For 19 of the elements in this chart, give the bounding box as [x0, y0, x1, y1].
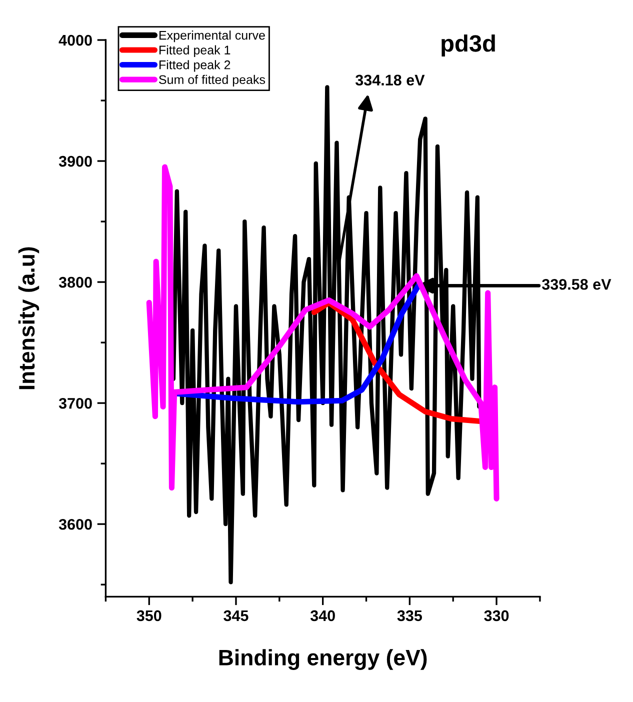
annotation: pd3d: [442, 34, 495, 56]
legend-label: Sum of fitted peaks: [159, 74, 266, 87]
y-tick-label: 3900: [58, 156, 92, 167]
y-tick-label: 3800: [58, 276, 92, 288]
y-tick-label: 3700: [58, 398, 92, 409]
y-tick-label: 3600: [58, 518, 92, 530]
x-tick-label: 340: [310, 610, 335, 622]
y-axis-title: Intensity (a.u): [18, 247, 40, 390]
x-tick-label: 335: [397, 610, 422, 622]
x-tick-label: 330: [484, 610, 509, 622]
legend-label: Experimental curve: [160, 30, 265, 42]
legend-label: Fitted peak 2: [160, 60, 230, 72]
annotation: 334.18 eV: [355, 74, 425, 86]
x-axis-title: Binding energy (eV): [219, 649, 427, 670]
y-tick-label: 4000: [58, 34, 92, 46]
annotation: 339.58 eV: [542, 278, 612, 290]
legend-label: Fitted peak 1: [160, 45, 230, 57]
x-tick-label: 350: [136, 610, 162, 622]
x-tick-label: 345: [224, 610, 248, 622]
